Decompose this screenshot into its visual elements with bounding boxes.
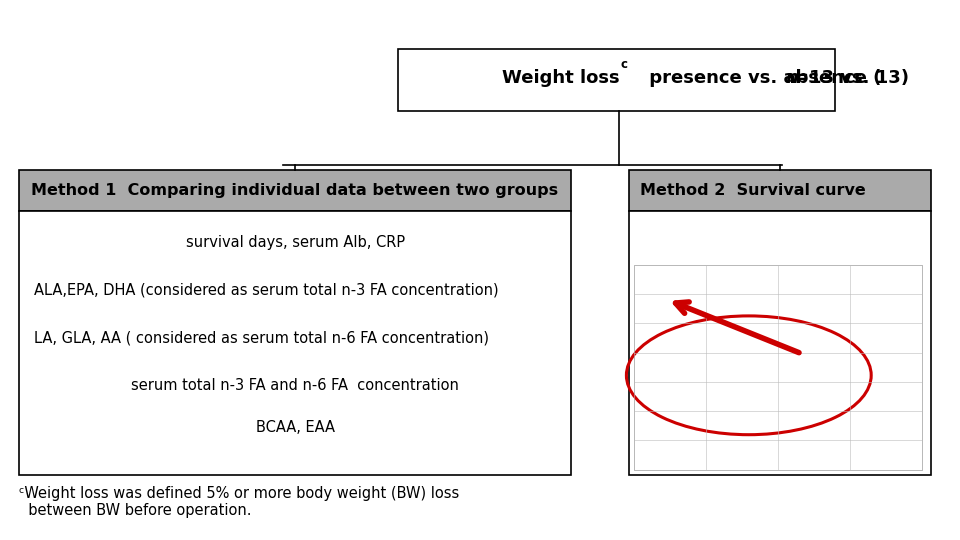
Text: serum total n-3 FA and n-6 FA  concentration: serum total n-3 FA and n-6 FA concentrat… — [132, 378, 459, 393]
Text: Method 1  Comparing individual data between two groups: Method 1 Comparing individual data betwe… — [31, 183, 558, 198]
Bar — [398, 49, 835, 111]
Text: presence vs. absence (: presence vs. absence ( — [643, 69, 881, 87]
Text: Weight loss: Weight loss — [501, 69, 619, 87]
Text: ALA,EPA, DHA (considered as serum total n-3 FA concentration): ALA,EPA, DHA (considered as serum total … — [34, 282, 498, 298]
Bar — [629, 170, 931, 211]
Bar — [629, 211, 931, 475]
Text: n: n — [785, 69, 798, 87]
Text: survival days, serum Alb, CRP: survival days, serum Alb, CRP — [185, 235, 405, 250]
Text: BCAA, EAA: BCAA, EAA — [255, 420, 335, 435]
Bar — [19, 211, 571, 475]
Bar — [634, 265, 922, 470]
Text: c: c — [620, 58, 627, 71]
Text: LA, GLA, AA ( considered as serum total n-6 FA concentration): LA, GLA, AA ( considered as serum total … — [34, 330, 489, 345]
Text: =13 vs. 13): =13 vs. 13) — [794, 69, 909, 87]
Bar — [19, 170, 571, 211]
Text: ᶜWeight loss was defined 5% or more body weight (BW) loss
  between BW before op: ᶜWeight loss was defined 5% or more body… — [19, 486, 460, 518]
Text: Method 2  Survival curve: Method 2 Survival curve — [640, 183, 866, 198]
